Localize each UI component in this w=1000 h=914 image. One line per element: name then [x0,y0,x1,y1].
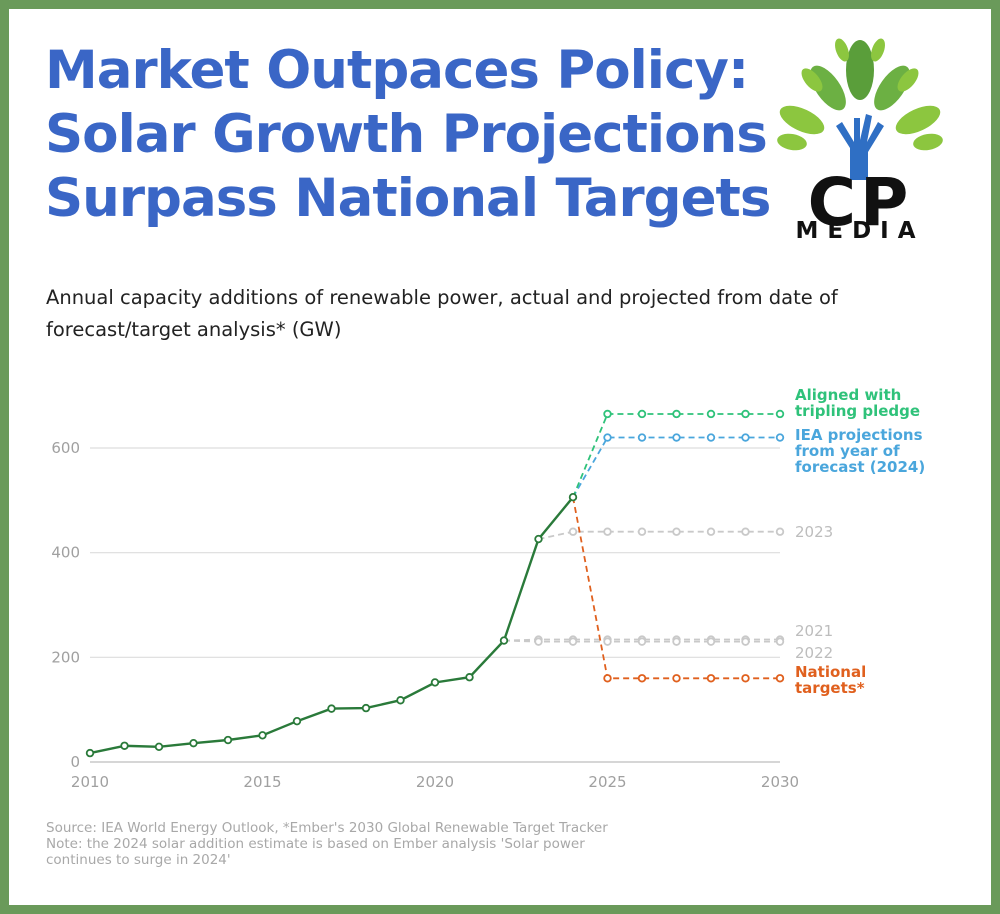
source-note: Source: IEA World Energy Outlook, *Ember… [46,820,806,868]
data-point-actual-2014 [223,735,233,745]
data-point-national-2027 [672,674,681,683]
data-point-actual-2017 [327,704,336,713]
data-point-iea-2026 [637,433,647,442]
series-line-tripling [572,413,780,498]
tree-leaves-icon [777,38,943,180]
x-tick-label-2025: 2025 [588,773,626,791]
data-point-f2022-2029 [741,637,750,646]
x-tick-label-2030: 2030 [761,773,799,791]
data-point-iea-2029 [741,433,750,442]
data-point-actual-2021 [465,673,474,682]
page-title: Market Outpaces Policy: Solar Growth Pro… [45,39,771,231]
data-point-national-2028 [706,674,716,683]
x-tick-label-2010: 2010 [71,773,109,791]
data-point-f2022-2023 [534,637,543,646]
series-line-national [572,497,780,680]
series-label-national-line-1: National [795,663,866,681]
data-point-iea-2030 [775,433,785,442]
data-point-f2023-2025 [603,527,612,536]
data-point-tripling-2030 [775,409,785,419]
logo-word: MEDIA [795,218,925,244]
data-point-tripling-2026 [637,409,647,419]
source-line-1: Source: IEA World Energy Outlook, *Ember… [46,820,608,836]
y-tick-label-0: 0 [70,753,80,771]
data-point-f2022-2025 [603,637,612,646]
data-point-national-2026 [637,674,647,683]
series-label-f2021: 2021 [795,622,833,640]
y-tick-label-400: 400 [51,544,80,562]
series-label-tripling-line-2: tripling pledge [795,402,920,420]
y-tick-label-600: 600 [51,439,80,457]
data-point-actual-2015 [258,731,267,740]
data-point-actual-2023 [534,534,543,544]
title-line-3: Surpass National Targets [45,168,771,229]
chart-subtitle: Annual capacity additions of renewable p… [46,286,838,341]
series-line-actual [89,496,574,755]
series-label-iea-line-3: forecast (2024) [795,458,925,476]
data-point-actual-2012 [154,742,164,752]
series-label-f2023: 2023 [795,523,833,541]
data-point-f2022-2024 [568,637,578,646]
series-label-iea-line-1: IEA projections [795,426,923,444]
y-tick-label-200: 200 [51,648,80,666]
data-point-national-2030 [775,674,785,683]
data-point-iea-2027 [672,433,681,442]
data-point-iea-2025 [603,433,612,442]
source-line-2: Note: the 2024 solar addition estimate i… [46,836,585,852]
data-point-f2023-2026 [637,527,647,536]
series-line-f2021 [503,638,780,642]
title-line-1: Market Outpaces Policy: [45,40,749,101]
series-label-f2022: 2022 [795,644,833,662]
data-point-tripling-2029 [741,409,750,419]
data-point-iea-2028 [706,433,716,442]
cp-media-logo: CP MEDIA [772,30,948,250]
data-point-national-2029 [741,674,750,683]
data-point-national-2025 [603,674,612,683]
data-point-f2022-2030 [775,637,785,646]
data-point-f2023-2029 [741,527,750,536]
data-point-actual-2019 [396,696,405,705]
data-point-f2022-2028 [706,637,716,646]
data-point-f2023-2024 [568,527,578,536]
series-line-f2022 [503,639,780,643]
data-point-actual-2018 [361,703,371,713]
data-point-actual-2013 [189,738,198,748]
series-label-national-line-2: targets* [795,679,865,697]
data-point-actual-2016 [292,716,302,726]
data-point-tripling-2028 [706,409,716,419]
data-point-actual-2011 [120,741,129,750]
series-label-tripling-line-1: Aligned with [795,386,901,404]
series-label-iea-line-2: from year of [795,442,900,460]
series-line-iea [572,436,780,498]
source-line-3: continues to surge in 2024' [46,852,231,868]
data-point-actual-2010 [85,748,95,758]
title-line-2: Solar Growth Projections [45,104,768,165]
data-point-actual-2020 [430,678,440,687]
data-point-f2022-2027 [672,637,681,646]
data-point-actual-2022 [499,636,509,645]
data-point-f2023-2030 [775,527,785,536]
data-point-actual-2024 [568,492,578,502]
x-tick-label-2020: 2020 [416,773,454,791]
logo-letters: CP [807,164,913,241]
data-point-f2023-2028 [706,527,716,536]
data-point-f2023-2027 [672,527,681,536]
data-point-f2022-2026 [637,637,647,646]
data-point-tripling-2025 [603,409,612,419]
data-point-tripling-2027 [672,409,681,419]
x-tick-label-2015: 2015 [243,773,281,791]
